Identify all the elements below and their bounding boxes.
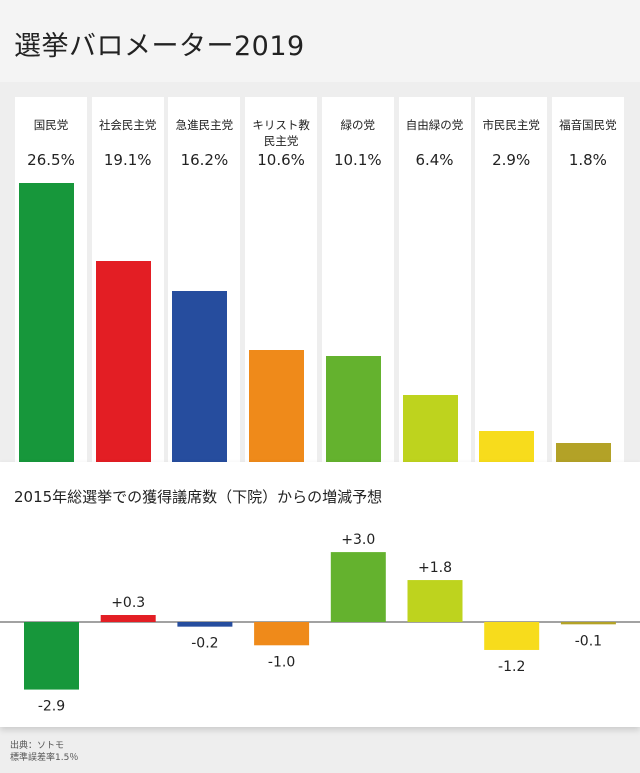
seat-change-label: -0.1 <box>575 633 602 649</box>
seat-change-label: -0.2 <box>191 636 218 652</box>
party-column: 緑の党 10.1% <box>321 97 394 462</box>
source-note: 出典：ソトモ 標準誤差率1.5％ <box>10 740 78 764</box>
vote-share-bar <box>555 443 611 462</box>
vote-share-label: 26.5% <box>27 151 75 169</box>
vote-share-bar <box>402 394 458 462</box>
party-column: 福音国民党 1.8% <box>551 97 624 462</box>
seat-change-bar <box>177 622 233 627</box>
vote-share-label: 1.8% <box>568 151 607 169</box>
vote-share-label: 2.9% <box>492 151 531 169</box>
support-chart: 国民党 26.5% 社会民主党 19.1% 急進民主党 16.2% キリスト教 民主党 10.6… <box>0 82 640 462</box>
vote-share-bar <box>325 355 381 462</box>
seat-change-bar <box>484 622 540 650</box>
vote-share-bar <box>95 260 151 462</box>
change-chart: -2.9 +0.3 -0.2 -1.0 +3.0 +1.8 -1.2 -0.1 <box>0 532 640 715</box>
header: 選挙バロメーター2019 <box>0 0 640 82</box>
seat-change-label: -1.0 <box>268 654 295 670</box>
party-column: 急進民主党 16.2% <box>168 97 241 462</box>
party-column: 市民民主党 2.9% <box>475 97 548 462</box>
vote-share-label: 10.1% <box>333 151 382 169</box>
party-column: 自由緑の党 6.4% <box>398 97 471 462</box>
party-name-label: 国民党 <box>33 118 69 132</box>
seat-change-label: +0.3 <box>111 595 145 611</box>
party-name-label: キリスト教 民主党 <box>252 118 310 148</box>
party-name-label: 社会民主党 <box>98 118 157 132</box>
seat-change-bar <box>254 622 310 646</box>
source-label: 出典：ソトモ <box>10 741 65 751</box>
page-title: 選挙バロメーター2019 <box>14 31 305 62</box>
seat-change-label: -1.2 <box>498 659 525 675</box>
seat-change-label: -2.9 <box>38 699 65 715</box>
party-name-label: 自由緑の党 <box>405 118 464 132</box>
seat-change-bar <box>407 580 463 622</box>
vote-share-bar <box>479 431 535 462</box>
seat-change-label: +1.8 <box>418 560 452 576</box>
seat-change-bar <box>100 615 156 622</box>
vote-share-label: 19.1% <box>103 151 152 169</box>
vote-share-bar <box>172 291 228 462</box>
seat-change-bar <box>24 622 79 690</box>
seat-change-bar <box>330 552 386 622</box>
vote-share-label: 16.2% <box>180 151 229 169</box>
party-name-label: 市民民主党 <box>482 118 540 132</box>
vote-share-bar <box>19 183 74 462</box>
party-name-label: 福音国民党 <box>559 118 617 132</box>
party-name-label: 急進民主党 <box>175 118 234 132</box>
party-column: 国民党 26.5% <box>15 97 87 462</box>
vote-share-label: 10.6% <box>257 151 305 169</box>
party-column: 社会民主党 19.1% <box>91 97 164 462</box>
change-chart-title: 2015年総選挙での獲得議席数（下院）からの増減予想 <box>14 488 383 506</box>
seat-change-bar <box>560 622 616 625</box>
change-chart-panel: 2015年総選挙での獲得議席数（下院）からの増減予想 -2.9 +0.3 -0.2-… <box>0 462 640 727</box>
vote-share-bar <box>249 350 305 462</box>
vote-share-label: 6.4% <box>415 151 454 169</box>
seat-change-label: +3.0 <box>341 532 375 548</box>
standard-error-label: 標準誤差率1.5％ <box>10 753 79 763</box>
party-column: キリスト教 民主党 10.6% <box>245 97 318 462</box>
party-name-label: 緑の党 <box>340 118 376 132</box>
